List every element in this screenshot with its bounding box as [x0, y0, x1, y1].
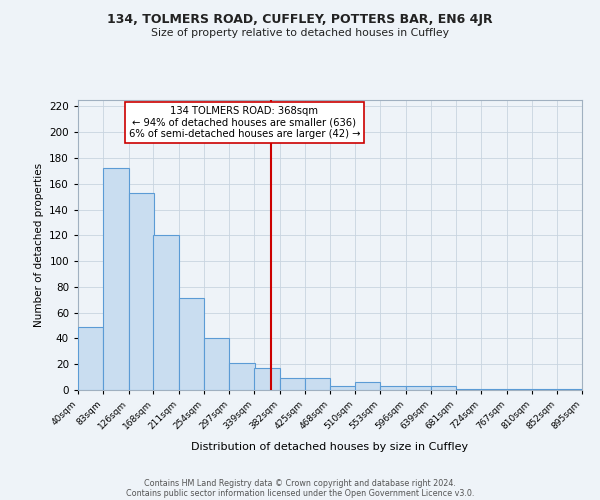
- Y-axis label: Number of detached properties: Number of detached properties: [34, 163, 44, 327]
- Bar: [254, 368, 280, 390]
- Bar: [355, 382, 380, 390]
- Bar: [330, 386, 356, 390]
- Bar: [179, 298, 204, 390]
- Bar: [380, 386, 406, 390]
- Bar: [506, 388, 532, 390]
- Bar: [481, 388, 506, 390]
- Bar: [204, 338, 229, 390]
- Bar: [229, 363, 255, 390]
- Text: Contains public sector information licensed under the Open Government Licence v3: Contains public sector information licen…: [126, 488, 474, 498]
- Text: 134, TOLMERS ROAD, CUFFLEY, POTTERS BAR, EN6 4JR: 134, TOLMERS ROAD, CUFFLEY, POTTERS BAR,…: [107, 12, 493, 26]
- Bar: [431, 386, 457, 390]
- Bar: [154, 236, 179, 390]
- Text: 134 TOLMERS ROAD: 368sqm
← 94% of detached houses are smaller (636)
6% of semi-d: 134 TOLMERS ROAD: 368sqm ← 94% of detach…: [128, 106, 360, 139]
- Bar: [406, 386, 431, 390]
- X-axis label: Distribution of detached houses by size in Cuffley: Distribution of detached houses by size …: [191, 442, 469, 452]
- Text: Contains HM Land Registry data © Crown copyright and database right 2024.: Contains HM Land Registry data © Crown c…: [144, 478, 456, 488]
- Bar: [280, 378, 305, 390]
- Bar: [103, 168, 128, 390]
- Bar: [557, 388, 582, 390]
- Bar: [305, 378, 330, 390]
- Bar: [532, 388, 557, 390]
- Text: Size of property relative to detached houses in Cuffley: Size of property relative to detached ho…: [151, 28, 449, 38]
- Bar: [128, 193, 154, 390]
- Bar: [78, 327, 103, 390]
- Bar: [456, 388, 481, 390]
